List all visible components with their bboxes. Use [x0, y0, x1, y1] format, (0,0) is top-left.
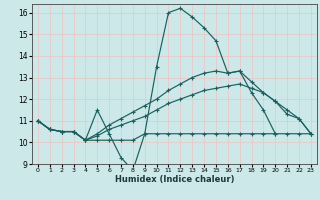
- X-axis label: Humidex (Indice chaleur): Humidex (Indice chaleur): [115, 175, 234, 184]
